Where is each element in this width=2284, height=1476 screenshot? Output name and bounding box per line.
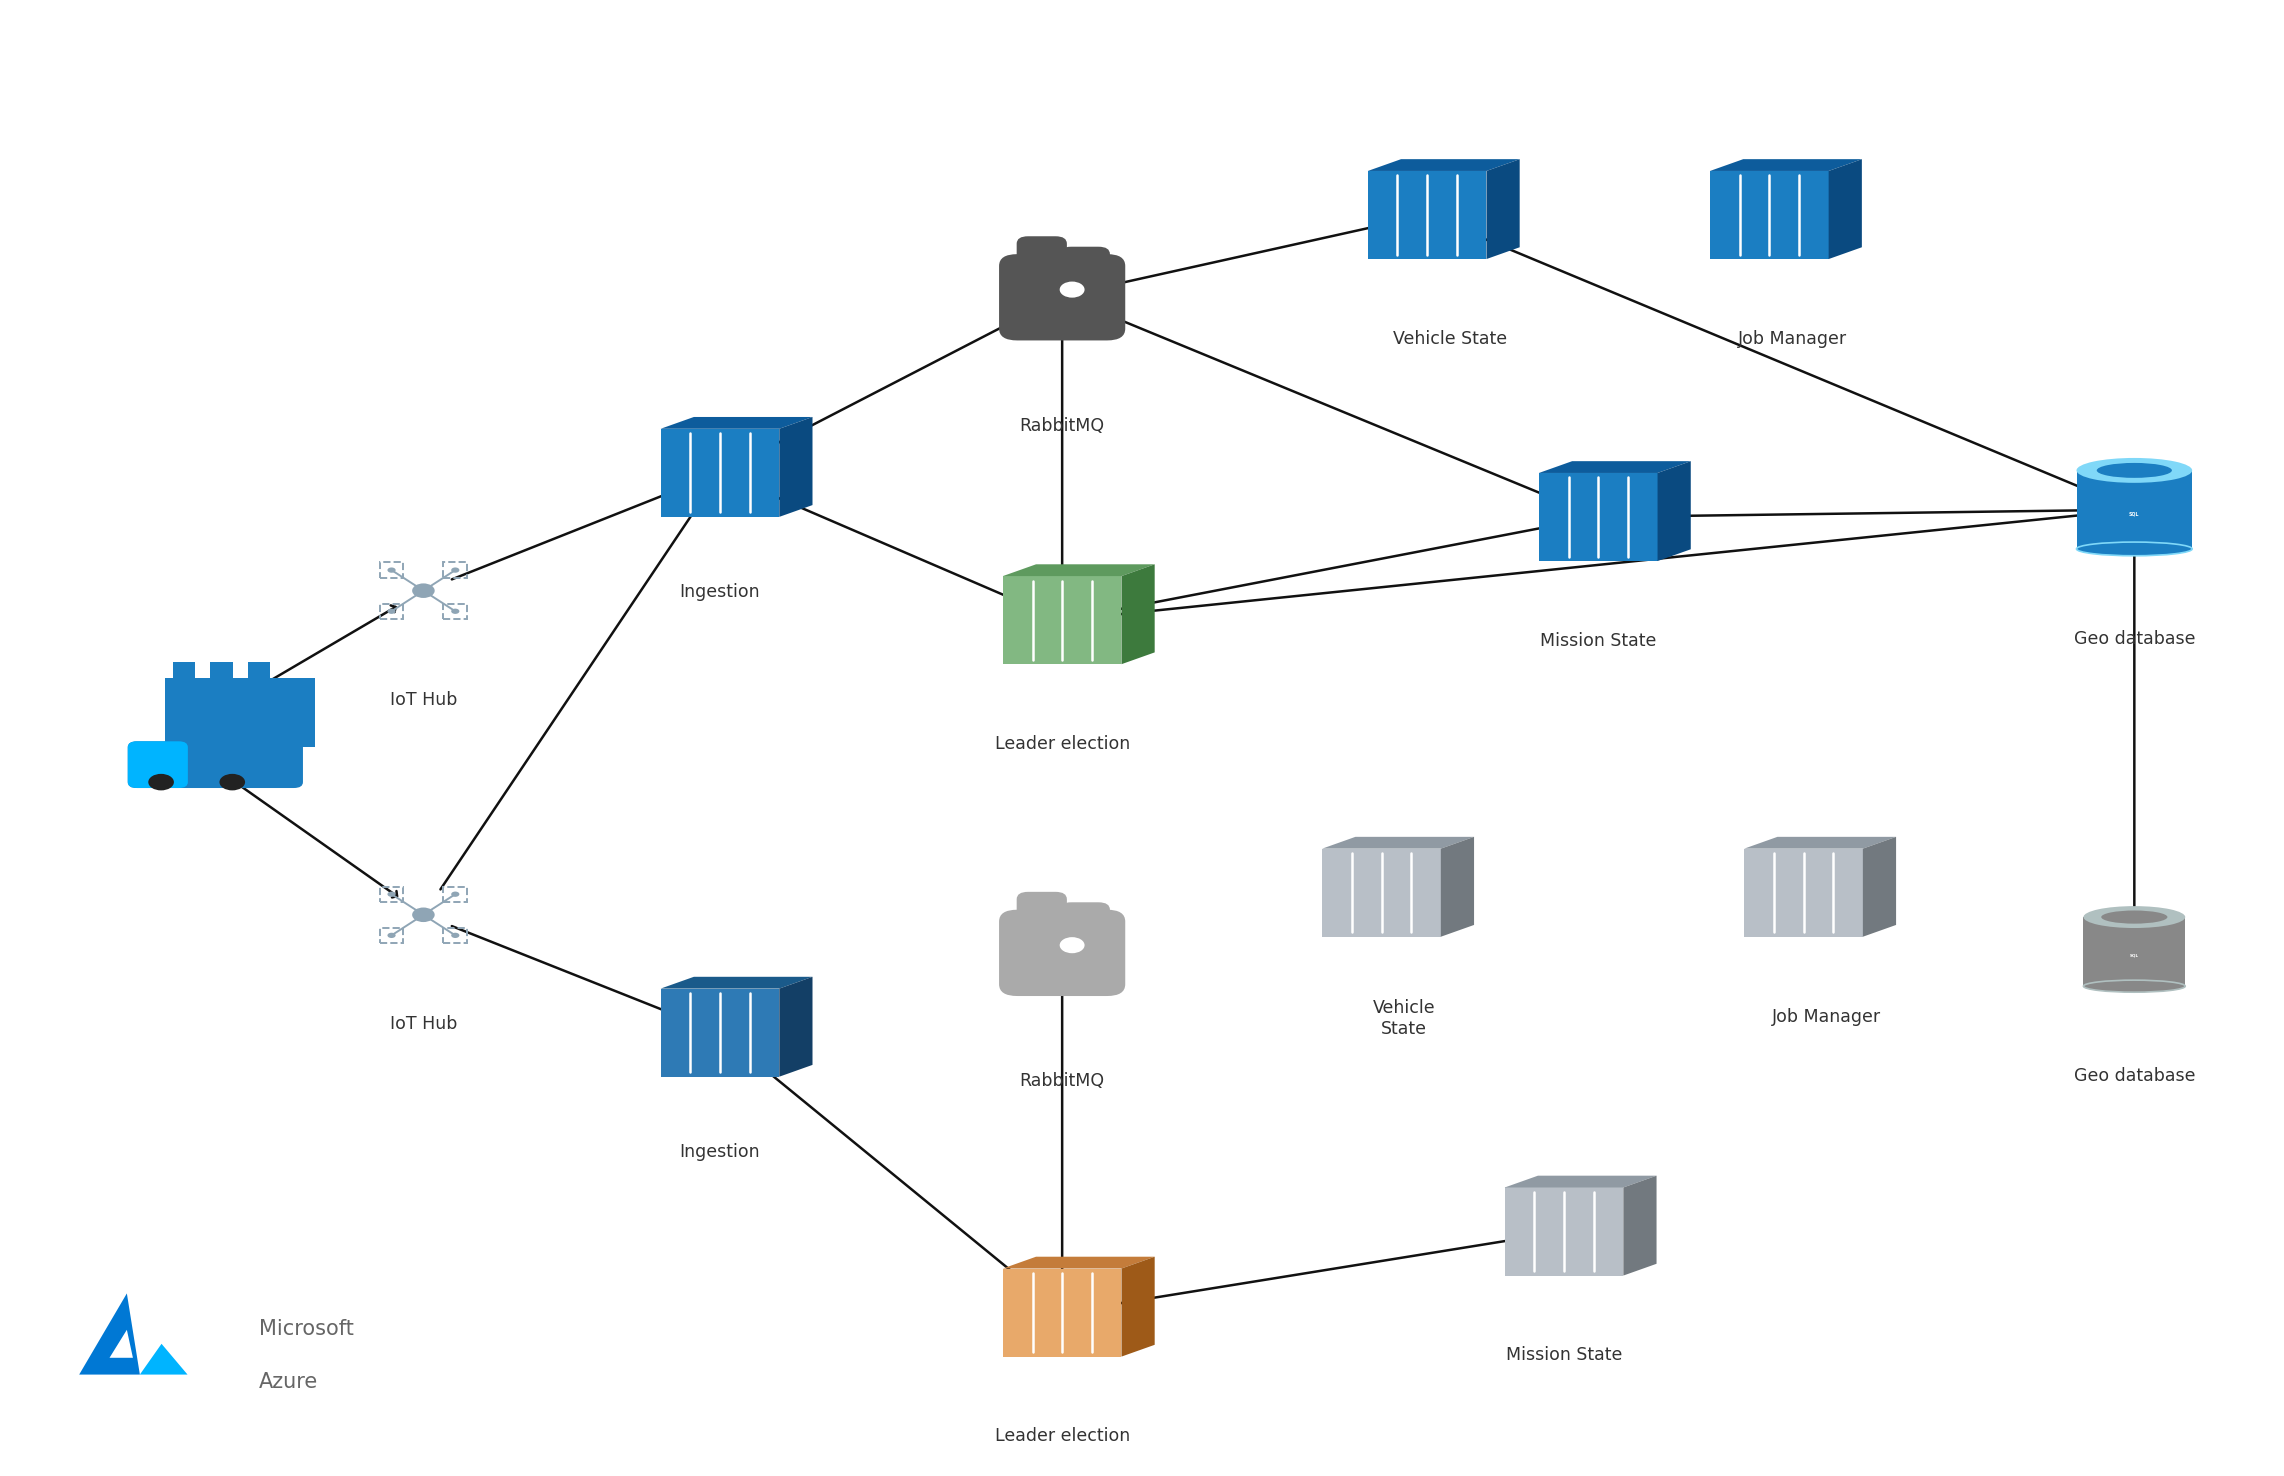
Circle shape (452, 567, 459, 573)
Polygon shape (80, 1293, 139, 1374)
Polygon shape (1539, 461, 1690, 472)
Polygon shape (1829, 159, 1861, 260)
Circle shape (148, 773, 174, 791)
Circle shape (388, 608, 395, 614)
FancyBboxPatch shape (128, 741, 187, 788)
Text: Azure: Azure (258, 1371, 317, 1392)
FancyBboxPatch shape (210, 663, 233, 700)
Text: Job Manager: Job Manager (1738, 331, 1848, 348)
Polygon shape (1487, 159, 1519, 260)
Text: IoT Hub: IoT Hub (391, 691, 457, 708)
Polygon shape (2076, 471, 2193, 549)
Text: Ingestion: Ingestion (681, 1142, 761, 1162)
Polygon shape (1505, 1188, 1624, 1275)
Polygon shape (1745, 837, 1896, 849)
Ellipse shape (2076, 458, 2193, 483)
Circle shape (388, 892, 395, 897)
Text: Leader election: Leader election (994, 1427, 1131, 1445)
FancyBboxPatch shape (247, 663, 270, 700)
Text: SQL: SQL (2129, 512, 2140, 517)
Polygon shape (660, 418, 813, 428)
Polygon shape (660, 989, 779, 1076)
Polygon shape (1711, 171, 1829, 260)
Polygon shape (779, 418, 813, 517)
FancyBboxPatch shape (998, 254, 1126, 341)
Circle shape (388, 933, 395, 939)
Circle shape (411, 583, 434, 598)
Polygon shape (1711, 159, 1861, 171)
Text: Geo database: Geo database (2074, 1067, 2195, 1085)
Circle shape (388, 567, 395, 573)
FancyBboxPatch shape (998, 909, 1126, 996)
FancyBboxPatch shape (128, 741, 304, 788)
Text: Microsoft: Microsoft (258, 1318, 354, 1339)
Text: IoT Hub: IoT Hub (391, 1015, 457, 1033)
Text: Vehicle State: Vehicle State (1393, 331, 1507, 348)
FancyBboxPatch shape (1060, 902, 1110, 945)
Text: Mission State: Mission State (1505, 1346, 1622, 1364)
Polygon shape (2083, 917, 2186, 986)
Text: Vehicle
State: Vehicle State (1373, 999, 1437, 1038)
Polygon shape (1864, 837, 1896, 937)
Circle shape (452, 892, 459, 897)
Polygon shape (1322, 837, 1473, 849)
Ellipse shape (2083, 980, 2186, 992)
Polygon shape (1441, 837, 1473, 937)
Polygon shape (1745, 849, 1864, 937)
Ellipse shape (2101, 911, 2168, 924)
Polygon shape (660, 428, 779, 517)
Polygon shape (139, 1343, 187, 1374)
Polygon shape (1539, 472, 1658, 561)
Text: Leader election: Leader election (994, 735, 1131, 753)
Polygon shape (1505, 1176, 1656, 1188)
Text: RabbitMQ: RabbitMQ (1019, 1073, 1105, 1091)
Text: Geo database: Geo database (2074, 630, 2195, 648)
Polygon shape (660, 977, 813, 989)
Circle shape (219, 773, 244, 791)
Polygon shape (1003, 564, 1156, 576)
Ellipse shape (2097, 463, 2172, 478)
Circle shape (1060, 937, 1085, 953)
Polygon shape (779, 977, 813, 1076)
Polygon shape (1658, 461, 1690, 561)
Circle shape (411, 908, 434, 922)
FancyBboxPatch shape (174, 663, 194, 700)
Polygon shape (1368, 171, 1487, 260)
Polygon shape (1003, 576, 1121, 664)
Polygon shape (1322, 849, 1441, 937)
FancyBboxPatch shape (164, 679, 315, 747)
FancyBboxPatch shape (1016, 892, 1067, 945)
FancyBboxPatch shape (1016, 236, 1067, 289)
Ellipse shape (2076, 542, 2193, 556)
Polygon shape (1121, 1256, 1156, 1356)
Polygon shape (1624, 1176, 1656, 1275)
Text: Job Manager: Job Manager (1772, 1008, 1882, 1026)
Polygon shape (1003, 1256, 1156, 1268)
Circle shape (452, 608, 459, 614)
Circle shape (1060, 282, 1085, 298)
Polygon shape (1003, 1268, 1121, 1356)
Polygon shape (1368, 159, 1519, 171)
Text: SQL: SQL (2129, 953, 2138, 958)
Polygon shape (1121, 564, 1156, 664)
FancyBboxPatch shape (1060, 246, 1110, 289)
Circle shape (452, 933, 459, 939)
Text: Mission State: Mission State (1539, 632, 1656, 649)
Ellipse shape (2083, 906, 2186, 928)
Text: Ingestion: Ingestion (681, 583, 761, 601)
Polygon shape (110, 1330, 132, 1358)
Text: RabbitMQ: RabbitMQ (1019, 416, 1105, 435)
